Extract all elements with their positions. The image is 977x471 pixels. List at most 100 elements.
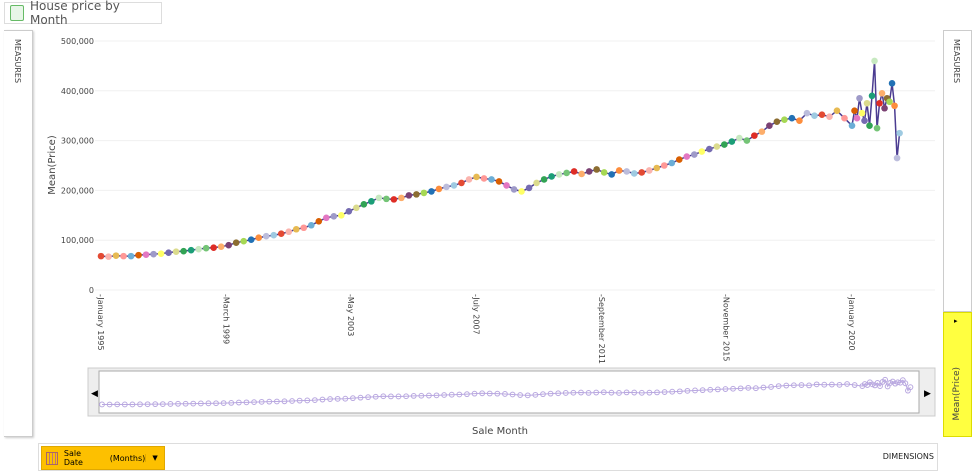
data-point[interactable]: [413, 191, 420, 198]
data-point[interactable]: [548, 173, 555, 180]
data-point[interactable]: [743, 137, 751, 144]
data-point[interactable]: [292, 225, 300, 233]
data-point[interactable]: [510, 186, 518, 193]
data-point[interactable]: [142, 251, 150, 258]
data-point[interactable]: [896, 129, 903, 137]
data-point[interactable]: [270, 231, 278, 239]
data-point[interactable]: [851, 107, 858, 115]
data-point[interactable]: [706, 145, 713, 153]
data-point[interactable]: [300, 224, 308, 232]
right-measures-panel[interactable]: MEASURES: [943, 30, 972, 312]
data-point[interactable]: [623, 168, 630, 175]
measure-pill-mean-price[interactable]: ▸ Mean(Price): [943, 312, 972, 437]
data-point[interactable]: [420, 189, 428, 197]
navigator-left-arrow-icon[interactable]: ◀: [91, 389, 98, 399]
data-point[interactable]: [781, 116, 788, 123]
data-point[interactable]: [202, 244, 210, 252]
data-point[interactable]: [766, 122, 773, 129]
data-point[interactable]: [488, 176, 495, 183]
data-point[interactable]: [803, 109, 811, 117]
data-point[interactable]: [758, 128, 766, 135]
data-point[interactable]: [390, 196, 398, 203]
data-point[interactable]: [788, 114, 796, 122]
data-point[interactable]: [135, 251, 142, 259]
data-point[interactable]: [675, 156, 683, 163]
data-point[interactable]: [600, 169, 608, 176]
data-point[interactable]: [713, 143, 721, 150]
data-point[interactable]: [615, 167, 623, 174]
data-point[interactable]: [360, 201, 368, 208]
data-point[interactable]: [893, 154, 901, 162]
data-point[interactable]: [323, 214, 330, 222]
data-point[interactable]: [247, 236, 255, 244]
data-point[interactable]: [120, 252, 127, 260]
expand-arrow-icon[interactable]: ▸: [954, 317, 958, 325]
report-title[interactable]: House price by Month: [4, 0, 162, 27]
data-point[interactable]: [653, 164, 661, 172]
data-point[interactable]: [868, 92, 876, 100]
data-point[interactable]: [608, 171, 615, 178]
data-point[interactable]: [172, 248, 180, 255]
data-point[interactable]: [660, 162, 668, 169]
data-point[interactable]: [881, 104, 888, 112]
data-point[interactable]: [435, 185, 443, 193]
data-point[interactable]: [450, 182, 458, 189]
data-point[interactable]: [330, 212, 338, 220]
data-point[interactable]: [285, 228, 293, 236]
data-point[interactable]: [495, 178, 503, 185]
data-point[interactable]: [856, 94, 863, 102]
data-point[interactable]: [570, 168, 578, 175]
data-point[interactable]: [593, 166, 600, 173]
data-point[interactable]: [518, 188, 525, 195]
data-point[interactable]: [112, 252, 120, 259]
data-point[interactable]: [97, 252, 105, 260]
data-point[interactable]: [751, 132, 758, 139]
data-point[interactable]: [638, 169, 646, 176]
data-point[interactable]: [721, 141, 728, 148]
data-point[interactable]: [368, 198, 375, 205]
data-point[interactable]: [525, 184, 533, 192]
data-point[interactable]: [217, 243, 225, 250]
data-point[interactable]: [863, 99, 871, 107]
data-point[interactable]: [315, 217, 323, 225]
data-point[interactable]: [150, 250, 157, 258]
data-point[interactable]: [503, 182, 510, 189]
data-point[interactable]: [878, 89, 886, 97]
data-point[interactable]: [871, 57, 878, 65]
left-measures-panel[interactable]: MEASURES: [4, 30, 33, 437]
data-point[interactable]: [405, 192, 413, 199]
dimension-pill-sale-date[interactable]: Sale Date (Months) ▼: [41, 446, 165, 470]
data-point[interactable]: [345, 208, 353, 215]
data-point[interactable]: [555, 171, 563, 178]
data-point[interactable]: [630, 170, 638, 177]
data-point[interactable]: [353, 204, 360, 212]
data-point[interactable]: [645, 167, 653, 174]
data-point[interactable]: [886, 98, 893, 106]
data-point[interactable]: [683, 153, 691, 160]
data-point[interactable]: [585, 168, 593, 175]
data-point[interactable]: [180, 247, 187, 255]
data-point[interactable]: [210, 244, 217, 251]
data-point[interactable]: [338, 212, 345, 219]
data-point[interactable]: [533, 179, 540, 187]
data-point[interactable]: [876, 99, 883, 107]
data-point[interactable]: [888, 80, 896, 87]
data-point[interactable]: [796, 117, 803, 124]
data-point[interactable]: [443, 183, 450, 191]
data-point[interactable]: [853, 114, 861, 122]
data-point[interactable]: [866, 122, 873, 129]
range-navigator[interactable]: ◀ ▶: [87, 367, 936, 417]
data-point[interactable]: [255, 234, 263, 242]
data-point[interactable]: [578, 170, 585, 178]
data-point[interactable]: [225, 241, 232, 249]
data-point[interactable]: [165, 249, 172, 256]
data-point[interactable]: [473, 173, 480, 181]
data-point[interactable]: [480, 175, 488, 182]
chevron-down-icon[interactable]: ▼: [145, 454, 164, 462]
data-point[interactable]: [232, 239, 240, 246]
data-point[interactable]: [307, 221, 315, 229]
data-point[interactable]: [262, 232, 270, 240]
data-point[interactable]: [861, 117, 868, 124]
data-point[interactable]: [891, 102, 898, 110]
data-point[interactable]: [375, 194, 383, 202]
